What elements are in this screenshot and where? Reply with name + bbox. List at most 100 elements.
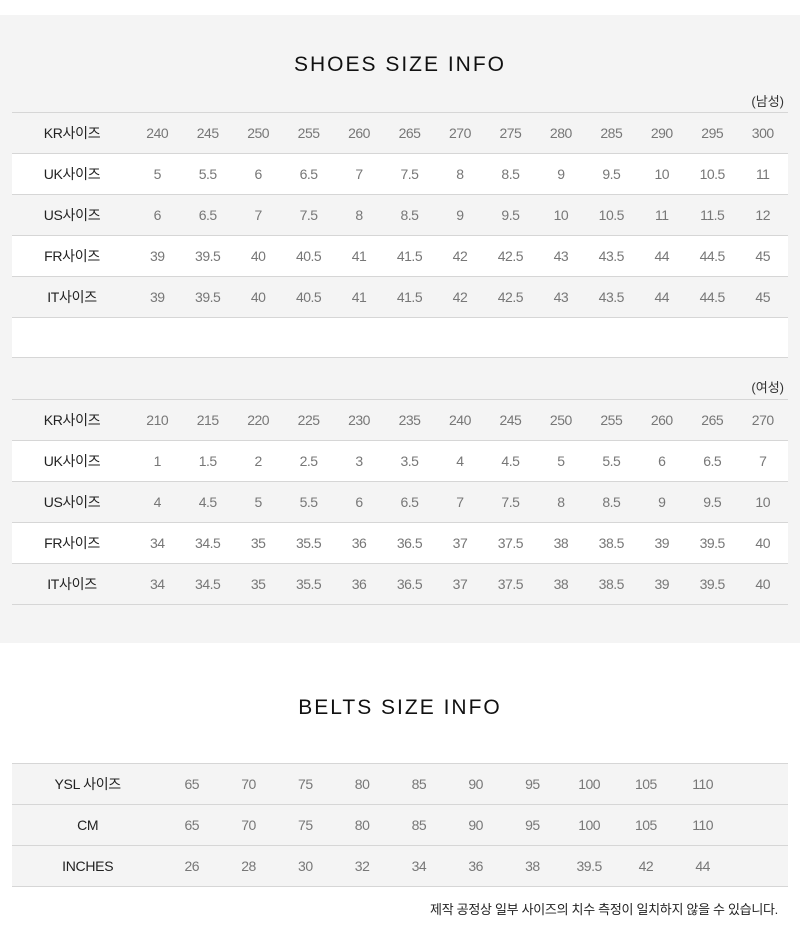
size-cell: 43 bbox=[535, 235, 587, 277]
size-cell: 300 bbox=[737, 112, 788, 154]
size-cell: 2.5 bbox=[283, 440, 334, 482]
size-cell: 39.5 bbox=[560, 845, 618, 887]
size-cell: 45 bbox=[737, 276, 788, 318]
size-cell: 39 bbox=[636, 563, 687, 605]
size-cell: 41 bbox=[333, 276, 385, 318]
size-cell: 3.5 bbox=[384, 440, 435, 482]
size-cell: 90 bbox=[447, 763, 504, 805]
size-cell: 2 bbox=[232, 440, 284, 482]
size-cell: 43.5 bbox=[586, 235, 637, 277]
size-cell: 34 bbox=[132, 522, 183, 564]
size-cell: 110 bbox=[674, 804, 732, 846]
size-cell: 240 bbox=[132, 112, 183, 154]
size-cell: 7 bbox=[232, 194, 284, 236]
size-cell: 65 bbox=[163, 763, 221, 805]
size-cell: 10 bbox=[636, 153, 687, 195]
row-label: YSL 사이즈 bbox=[12, 763, 164, 805]
size-cell: 215 bbox=[182, 399, 233, 441]
size-cell: 7 bbox=[737, 440, 788, 482]
size-cell: 295 bbox=[686, 112, 738, 154]
size-cell: 7 bbox=[434, 481, 486, 523]
size-cell: 41 bbox=[333, 235, 385, 277]
size-cell: 5.5 bbox=[283, 481, 334, 523]
size-cell: 38 bbox=[535, 522, 587, 564]
size-cell: 37.5 bbox=[485, 522, 536, 564]
size-cell: 95 bbox=[504, 763, 561, 805]
size-cell: 80 bbox=[333, 804, 391, 846]
size-disclaimer: 제작 공정상 일부 사이즈의 치수 측정이 일치하지 않을 수 있습니다. bbox=[430, 902, 778, 917]
size-cell: 11.5 bbox=[686, 194, 738, 236]
size-cell: 80 bbox=[333, 763, 391, 805]
size-cell: 8 bbox=[535, 481, 587, 523]
size-cell: 35 bbox=[232, 563, 284, 605]
size-cell: 39.5 bbox=[686, 522, 738, 564]
size-cell: 4.5 bbox=[182, 481, 233, 523]
size-cell: 7.5 bbox=[485, 481, 536, 523]
size-cell: 10.5 bbox=[686, 153, 738, 195]
size-cell: 28 bbox=[220, 845, 277, 887]
size-cell: 245 bbox=[182, 112, 233, 154]
size-cell: 34.5 bbox=[182, 522, 233, 564]
size-cell: 9.5 bbox=[686, 481, 738, 523]
size-cell: 270 bbox=[737, 399, 788, 441]
size-cell: 39 bbox=[132, 276, 183, 318]
size-cell: 36.5 bbox=[384, 522, 435, 564]
table-row: KR사이즈 210 215 220 225 230 235 240 245 250 255 260 26… bbox=[12, 399, 788, 441]
size-cell: 270 bbox=[434, 112, 486, 154]
shoes-title: SHOES SIZE INFO bbox=[293, 53, 507, 76]
size-cell: 9 bbox=[434, 194, 486, 236]
size-cell: 235 bbox=[384, 399, 435, 441]
table-row: KR사이즈 240 245 250 255 260 265 270 275 280 285 290 29… bbox=[12, 112, 788, 154]
size-cell: 10 bbox=[535, 194, 587, 236]
size-cell: 26 bbox=[163, 845, 221, 887]
size-cell: 280 bbox=[535, 112, 587, 154]
size-cell: 32 bbox=[333, 845, 391, 887]
size-cell: 44.5 bbox=[686, 276, 738, 318]
size-cell: 12 bbox=[737, 194, 788, 236]
size-cell: 6.5 bbox=[182, 194, 233, 236]
size-cell: 41.5 bbox=[384, 235, 435, 277]
size-cell: 11 bbox=[636, 194, 687, 236]
size-cell: 43 bbox=[535, 276, 587, 318]
size-cell: 9.5 bbox=[485, 194, 536, 236]
size-cell: 10 bbox=[737, 481, 788, 523]
table-row: YSL 사이즈 65 70 75 80 85 90 95 100 105 110 bbox=[12, 763, 788, 805]
size-cell: 35.5 bbox=[283, 522, 334, 564]
size-cell: 38.5 bbox=[586, 563, 637, 605]
size-cell: 9 bbox=[636, 481, 687, 523]
table-row: INCHES 26 28 30 32 34 36 38 39.5 42 44 bbox=[12, 845, 788, 887]
size-cell: 39.5 bbox=[182, 235, 233, 277]
table-row: IT사이즈 34 34.5 35 35.5 36 36.5 37 37.5 38 38.5 39 39.… bbox=[12, 563, 788, 605]
size-cell: 105 bbox=[617, 763, 675, 805]
size-cell: 39.5 bbox=[182, 276, 233, 318]
size-cell: 38.5 bbox=[586, 522, 637, 564]
row-label: IT사이즈 bbox=[12, 276, 132, 318]
size-cell: 43.5 bbox=[586, 276, 637, 318]
size-cell: 35.5 bbox=[283, 563, 334, 605]
size-cell: 45 bbox=[737, 235, 788, 277]
empty-cell bbox=[731, 845, 788, 887]
size-cell: 39 bbox=[132, 235, 183, 277]
table-row: CM 65 70 75 80 85 90 95 100 105 110 bbox=[12, 804, 788, 846]
size-cell: 7.5 bbox=[384, 153, 435, 195]
size-cell: 35 bbox=[232, 522, 284, 564]
row-label: UK사이즈 bbox=[12, 153, 132, 195]
size-cell: 4 bbox=[132, 481, 183, 523]
size-cell: 40 bbox=[737, 563, 788, 605]
size-cell: 285 bbox=[586, 112, 637, 154]
size-cell: 110 bbox=[674, 763, 732, 805]
size-cell: 65 bbox=[163, 804, 221, 846]
size-cell: 38 bbox=[535, 563, 587, 605]
size-cell: 6 bbox=[132, 194, 183, 236]
size-cell: 34.5 bbox=[182, 563, 233, 605]
size-cell: 5.5 bbox=[182, 153, 233, 195]
size-cell: 75 bbox=[276, 804, 334, 846]
size-cell: 265 bbox=[384, 112, 435, 154]
row-label: UK사이즈 bbox=[12, 440, 132, 482]
women-size-table: KR사이즈 210 215 220 225 230 235 240 245 250 255 260 26… bbox=[12, 399, 788, 605]
size-cell: 36 bbox=[447, 845, 504, 887]
size-cell: 70 bbox=[220, 763, 277, 805]
table-row: US사이즈 4 4.5 5 5.5 6 6.5 7 7.5 8 8.5 9 9.5 10 bbox=[12, 481, 788, 523]
size-cell: 42 bbox=[434, 276, 486, 318]
size-cell: 37.5 bbox=[485, 563, 536, 605]
